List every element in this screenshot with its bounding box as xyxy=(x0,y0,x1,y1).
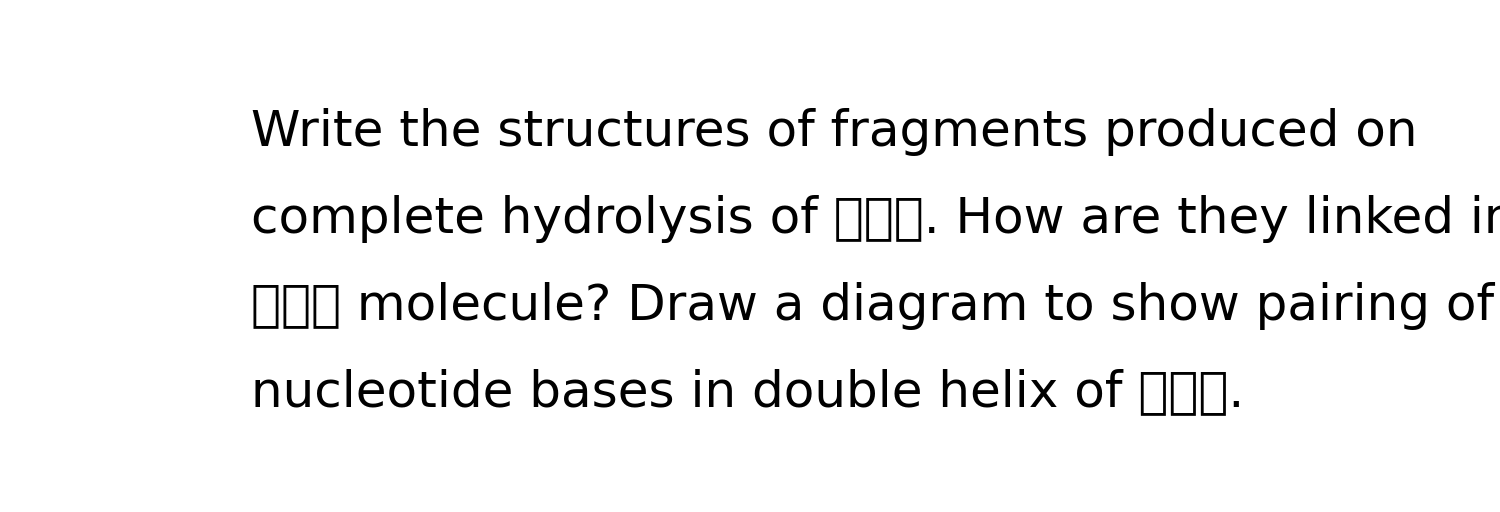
Text: nucleotide bases in double helix of 𝐷𝑁𝐴.: nucleotide bases in double helix of 𝐷𝑁𝐴. xyxy=(252,369,1245,417)
Text: Write the structures of fragments produced on: Write the structures of fragments produc… xyxy=(252,109,1417,156)
Text: complete hydrolysis of 𝐷𝑁𝐴. How are they linked in: complete hydrolysis of 𝐷𝑁𝐴. How are they… xyxy=(252,195,1500,243)
Text: 𝐷𝑁𝐴 molecule? Draw a diagram to show pairing of: 𝐷𝑁𝐴 molecule? Draw a diagram to show pai… xyxy=(252,282,1494,330)
